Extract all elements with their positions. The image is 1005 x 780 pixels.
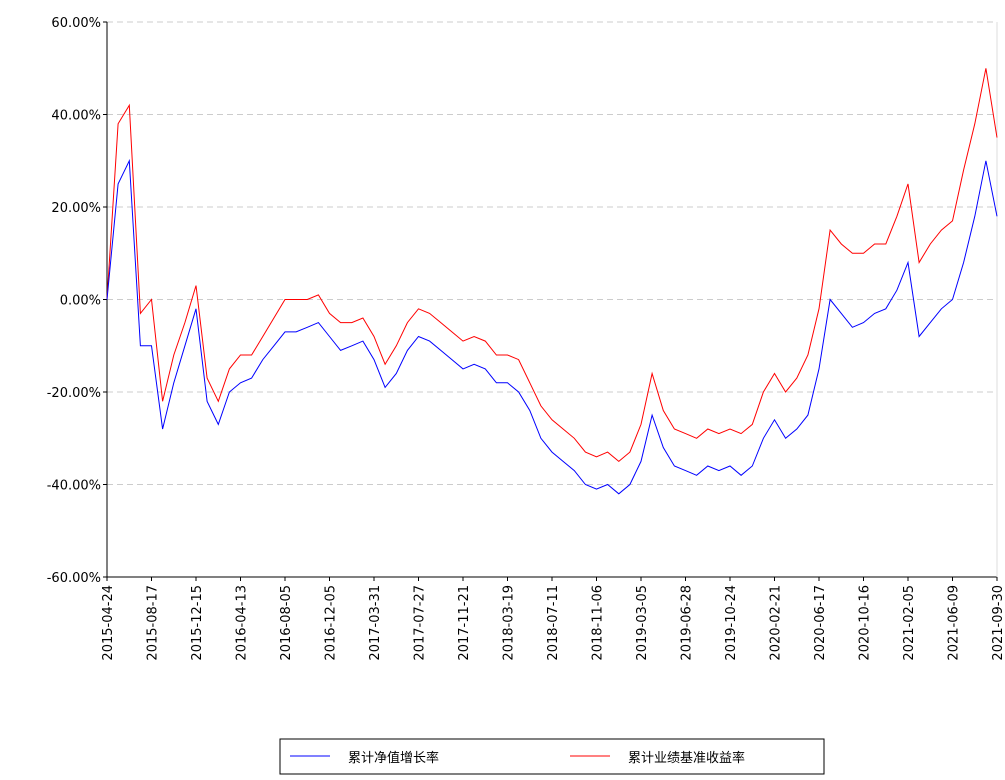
x-tick-label: 2017-07-27 (413, 585, 428, 661)
legend-label: 累计业绩基准收益率 (628, 750, 745, 766)
x-tick-label: 2018-03-19 (502, 585, 517, 661)
y-tick-label: -60.00% (47, 571, 101, 586)
x-tick-label: 2020-06-17 (813, 585, 828, 661)
y-tick-label: 60.00% (51, 16, 101, 31)
y-tick-label: 40.00% (51, 109, 101, 124)
y-tick-label: 0.00% (60, 294, 101, 309)
x-tick-label: 2017-11-21 (457, 585, 472, 661)
x-tick-label: 2021-09-30 (991, 585, 1005, 661)
legend-box (279, 738, 825, 775)
y-tick-label: 20.00% (51, 201, 101, 216)
x-tick-label: 2021-06-09 (947, 585, 962, 661)
x-tick-label: 2021-02-05 (902, 585, 917, 661)
x-tick-label: 2019-06-28 (680, 585, 695, 661)
x-tick-label: 2019-03-05 (635, 585, 650, 661)
series-line (106, 68, 998, 463)
x-tick-label: 2018-07-11 (546, 585, 561, 661)
x-tick-label: 2020-02-21 (769, 585, 784, 661)
x-tick-label: 2019-10-24 (724, 585, 739, 661)
x-tick-label: 2018-11-06 (591, 585, 606, 661)
y-tick-label: -20.00% (47, 386, 101, 401)
x-tick-label: 2016-08-05 (279, 585, 294, 661)
x-tick-label: 2016-04-13 (235, 585, 250, 661)
x-tick-label: 2016-12-05 (324, 585, 339, 661)
y-tick-label: -40.00% (47, 479, 101, 494)
x-tick-label: 2020-10-16 (858, 585, 873, 661)
x-tick-label: 2015-04-24 (101, 585, 116, 661)
series-line (106, 158, 998, 495)
x-tick-label: 2015-12-15 (190, 585, 205, 661)
x-tick-label: 2015-08-17 (146, 585, 161, 661)
x-tick-label: 2017-03-31 (368, 585, 383, 661)
legend-label: 累计净值增长率 (348, 750, 439, 766)
